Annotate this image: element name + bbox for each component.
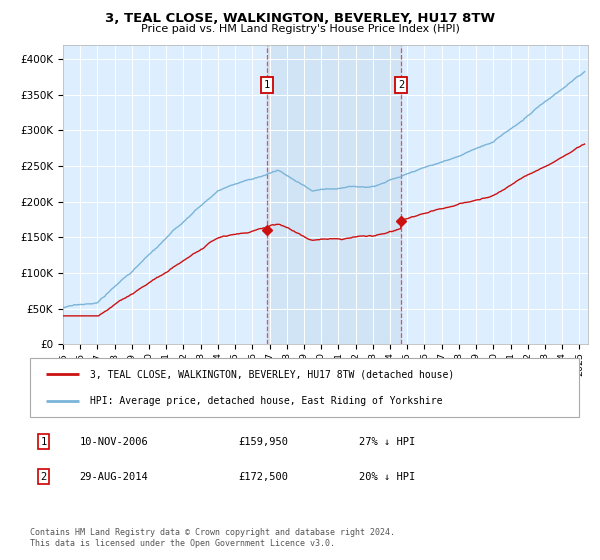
Text: 27% ↓ HPI: 27% ↓ HPI — [359, 437, 416, 446]
Text: 2: 2 — [41, 472, 47, 482]
Text: 1: 1 — [41, 437, 47, 446]
Text: 3, TEAL CLOSE, WALKINGTON, BEVERLEY, HU17 8TW: 3, TEAL CLOSE, WALKINGTON, BEVERLEY, HU1… — [105, 12, 495, 25]
FancyBboxPatch shape — [30, 358, 579, 417]
Text: Price paid vs. HM Land Registry's House Price Index (HPI): Price paid vs. HM Land Registry's House … — [140, 24, 460, 34]
Text: 1: 1 — [264, 80, 271, 90]
Text: £159,950: £159,950 — [239, 437, 289, 446]
Text: 29-AUG-2014: 29-AUG-2014 — [79, 472, 148, 482]
Text: 10-NOV-2006: 10-NOV-2006 — [79, 437, 148, 446]
Text: 20% ↓ HPI: 20% ↓ HPI — [359, 472, 416, 482]
Text: 3, TEAL CLOSE, WALKINGTON, BEVERLEY, HU17 8TW (detached house): 3, TEAL CLOSE, WALKINGTON, BEVERLEY, HU1… — [91, 369, 455, 379]
Text: £172,500: £172,500 — [239, 472, 289, 482]
Text: HPI: Average price, detached house, East Riding of Yorkshire: HPI: Average price, detached house, East… — [91, 396, 443, 407]
Text: 2: 2 — [398, 80, 404, 90]
Bar — [268, 45, 401, 344]
Text: This data is licensed under the Open Government Licence v3.0.: This data is licensed under the Open Gov… — [30, 539, 335, 548]
Text: Contains HM Land Registry data © Crown copyright and database right 2024.: Contains HM Land Registry data © Crown c… — [30, 528, 395, 536]
